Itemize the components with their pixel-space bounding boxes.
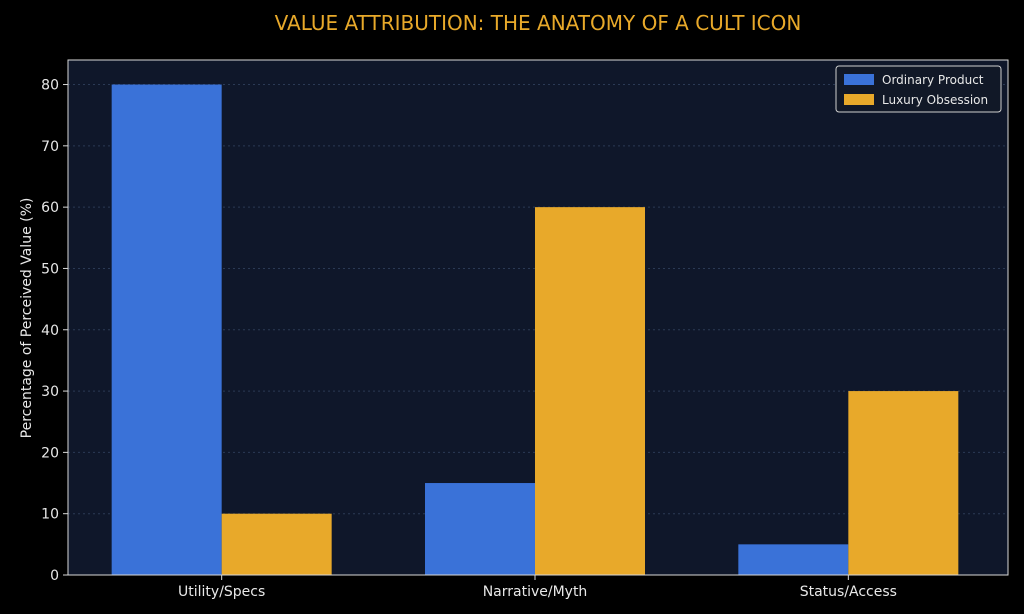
x-tick-label: Status/Access	[800, 584, 897, 600]
legend-box	[835, 65, 1002, 113]
legend: Ordinary Product Luxury Obsession	[835, 65, 1002, 113]
bar-ordinary-product	[425, 483, 535, 575]
bar-luxury-obsession	[848, 391, 959, 575]
legend-swatch	[844, 94, 874, 105]
x-axis-ticks: Utility/Specs Narrative/Myth Status/Access	[178, 575, 897, 600]
y-tick-label: 40	[41, 323, 59, 339]
bar-ordinary-product	[111, 84, 222, 576]
y-tick-label: 50	[41, 261, 59, 277]
y-tick-label: 10	[41, 507, 59, 523]
y-tick-label: 80	[41, 78, 59, 94]
bar-luxury-obsession	[535, 207, 645, 575]
y-tick-label: 30	[41, 384, 59, 400]
x-tick-label: Narrative/Myth	[483, 584, 588, 600]
y-tick-label: 20	[41, 445, 59, 461]
y-axis-label: Percentage of Perceived Value (%)	[19, 198, 35, 439]
y-axis-ticks: 0 10 20 30 40 50 60 70 80	[41, 78, 68, 584]
legend-label: Luxury Obsession	[882, 93, 988, 107]
legend-label: Ordinary Product	[882, 73, 984, 87]
bar-luxury-obsession	[221, 513, 332, 575]
y-tick-label: 70	[41, 139, 59, 155]
y-tick-label: 0	[50, 568, 59, 584]
bars	[111, 84, 959, 576]
x-tick-label: Utility/Specs	[178, 584, 265, 600]
legend-swatch	[844, 74, 874, 85]
chart-title: VALUE ATTRIBUTION: THE ANATOMY OF A CULT…	[275, 11, 802, 35]
plot-frame	[67, 59, 1009, 576]
y-tick-label: 60	[41, 200, 59, 216]
bar-ordinary-product	[738, 544, 849, 575]
